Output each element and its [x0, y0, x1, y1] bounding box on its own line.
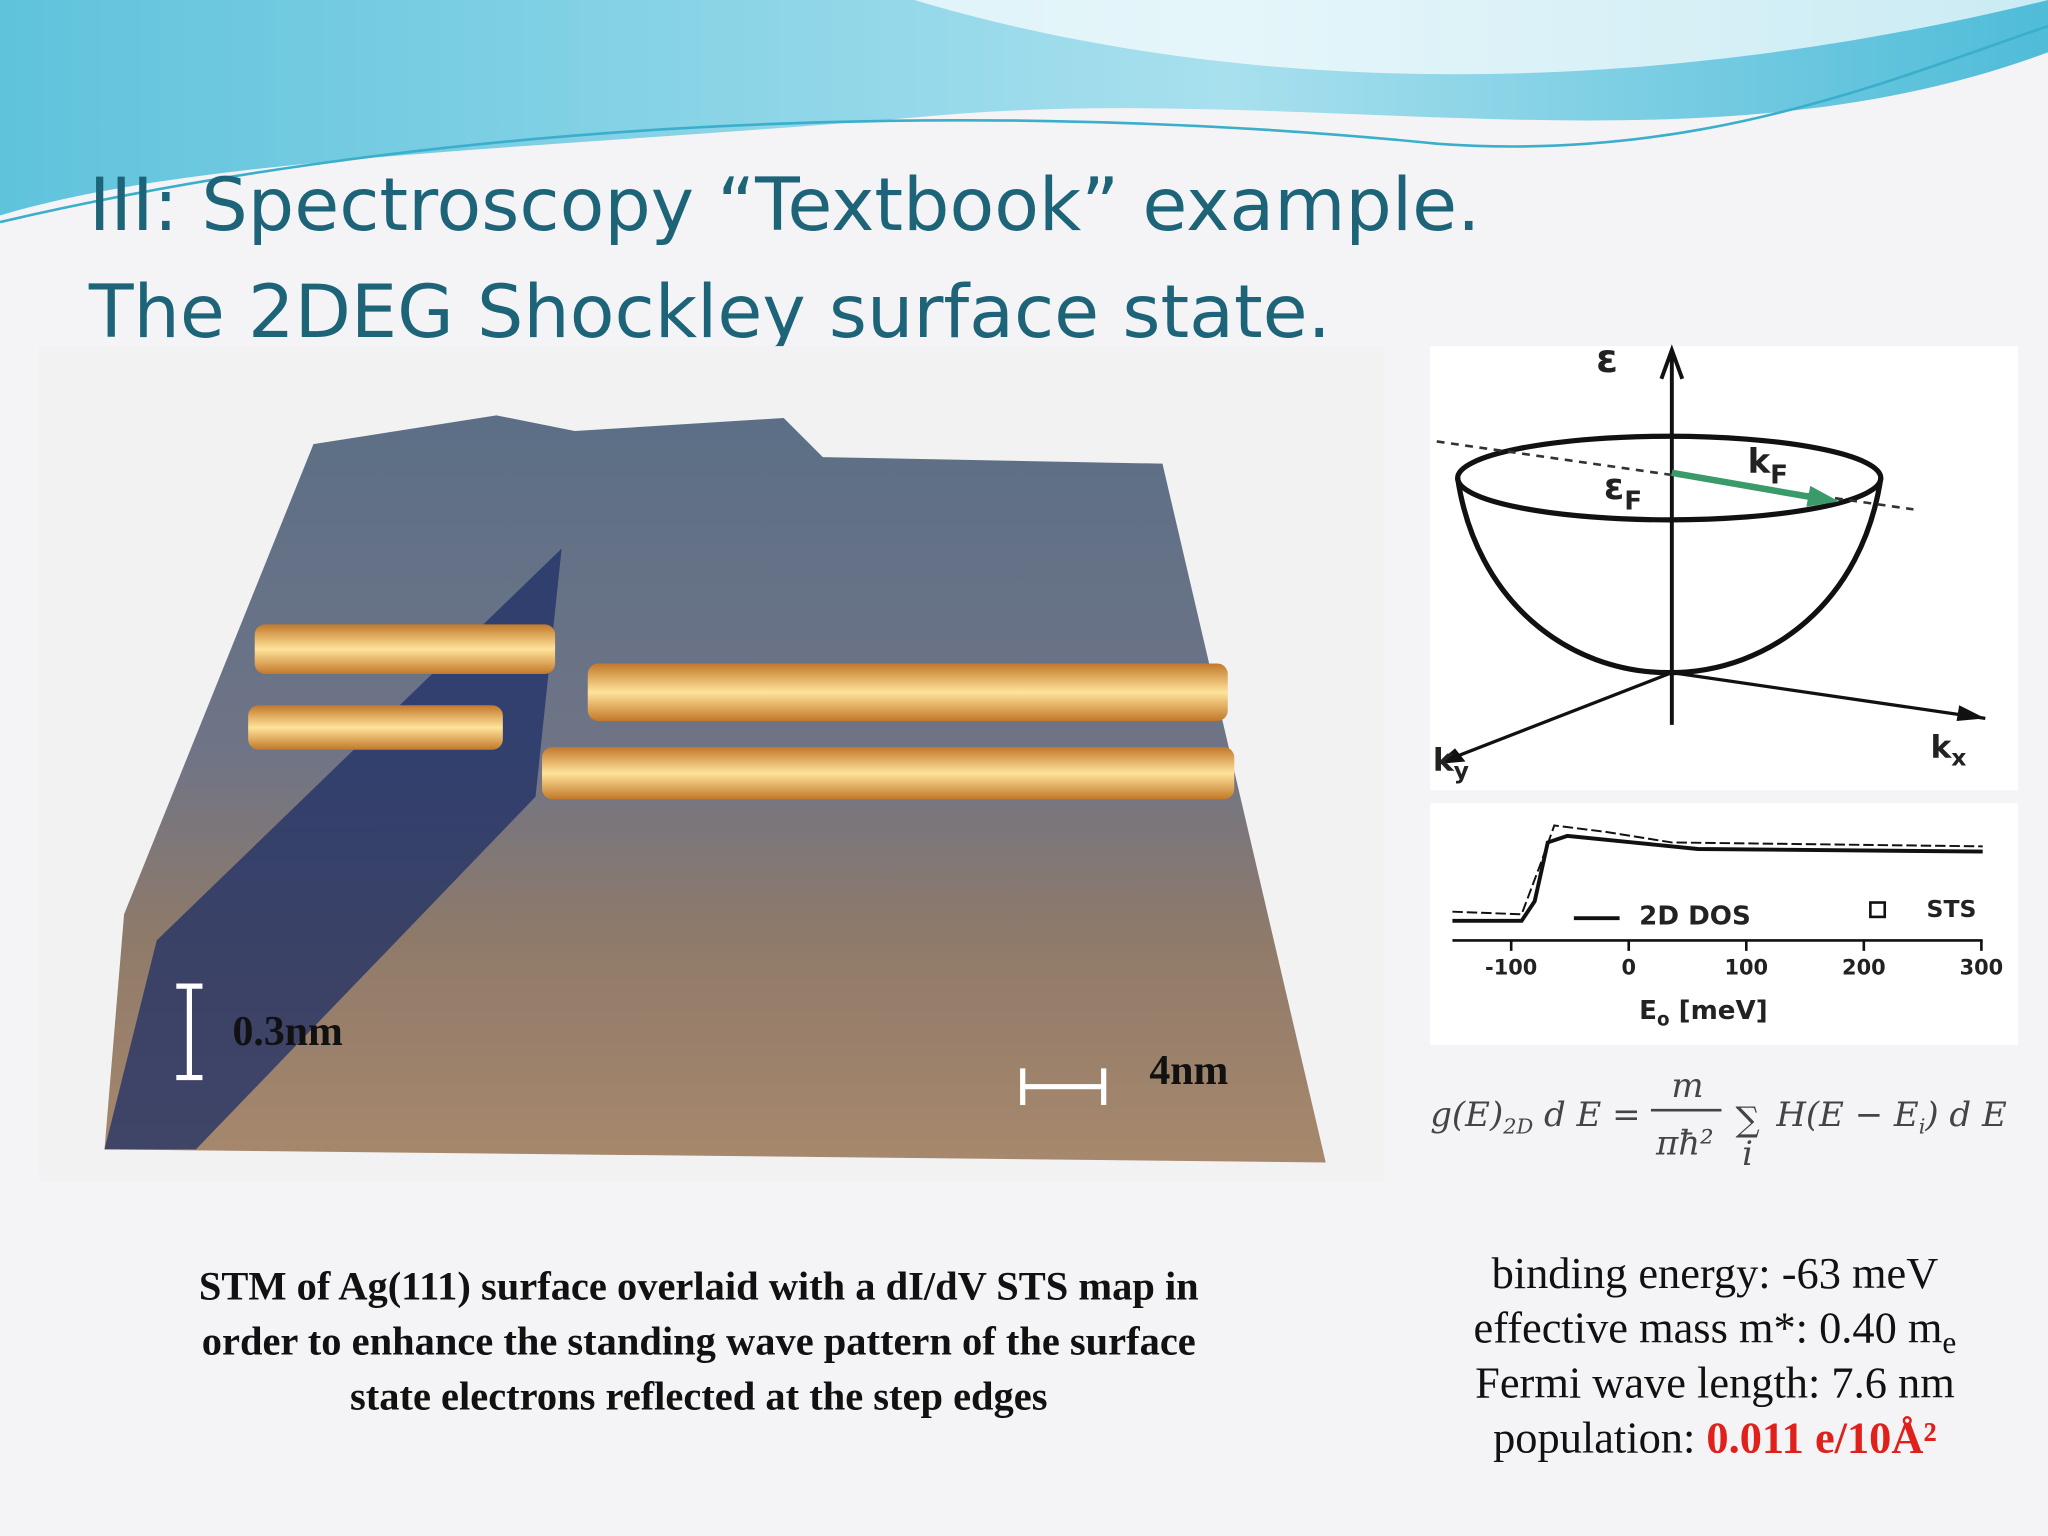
property: Fermi wave length: 7.6 nm — [1475, 1358, 1955, 1408]
symbol: ε — [1604, 465, 1624, 508]
wave-line — [0, 24, 2048, 224]
energy-label: ε — [1596, 337, 1618, 382]
tick-group — [1509, 940, 1983, 951]
x-tick-label: 100 — [1724, 955, 1768, 979]
formula-part: d E = — [1533, 1095, 1640, 1135]
property: effective mass m*: 0.40 me — [1474, 1303, 1957, 1360]
denominator: πħ² — [1655, 1124, 1714, 1164]
symbol: k — [1433, 743, 1455, 779]
x-tick-label: 300 — [1960, 955, 2004, 979]
caption-line: order to enhance the standing wave patte… — [202, 1318, 1196, 1363]
caption-line: STM of Ag(111) surface overlaid with a d… — [199, 1264, 1199, 1309]
highlight-value: 0.011 e/10Å² — [1706, 1412, 1936, 1462]
formula-part: g(E) — [1430, 1095, 1503, 1135]
property-label: population: — [1493, 1412, 1706, 1462]
subscript: 2D — [1502, 1115, 1533, 1139]
symbol: k — [1930, 730, 1952, 766]
subscript: o — [1657, 1009, 1670, 1030]
standing-wave — [254, 624, 556, 674]
height-scale-label: 0.3nm — [232, 1009, 342, 1055]
formula-lhs: g(E)2D d E = — [1430, 1095, 1640, 1139]
diagram-frame — [1430, 346, 2018, 791]
energy-axis — [1659, 344, 1685, 725]
title-line: III: Spectroscopy “Textbook” example. — [89, 163, 1481, 248]
subscript: F — [1624, 486, 1642, 516]
x-axis-label: Eo [meV] — [1639, 996, 1767, 1031]
x-tick-label: -100 — [1485, 955, 1537, 979]
numerator: m — [1671, 1066, 1703, 1106]
height-scale-bar — [176, 983, 203, 1081]
caption-line: state electrons reflected at the step ed… — [350, 1373, 1047, 1418]
step-edge — [104, 548, 562, 1150]
kx-label: kx — [1930, 730, 1966, 772]
standing-wave — [542, 747, 1235, 800]
legend-square — [1869, 901, 1887, 919]
formula-rhs: H(E − Ei) d E — [1775, 1095, 2007, 1139]
property-text: effective mass m*: 0.40 m — [1474, 1303, 1943, 1353]
wave-highlight — [914, 0, 2048, 75]
subscript: x — [1951, 743, 1966, 771]
fermi-wavevector-label: kF — [1748, 442, 1788, 490]
formula-part: H(E − E — [1775, 1095, 1919, 1135]
length-scale-label: 4nm — [1149, 1048, 1228, 1094]
formula-part: ) d E — [1924, 1095, 2007, 1135]
standing-wave — [248, 705, 503, 750]
subscript: i — [1919, 1115, 1926, 1139]
subscript: e — [1942, 1325, 1956, 1360]
subscript: y — [1454, 756, 1469, 784]
length-scale-bar — [1020, 1068, 1107, 1105]
kf-arrowhead — [1806, 485, 1840, 507]
x-tick-label: 0 — [1621, 955, 1636, 979]
ky-label: ky — [1433, 743, 1469, 785]
k-axes — [1436, 671, 1986, 766]
dos-curve — [1452, 833, 1983, 923]
symbol: k — [1748, 442, 1772, 482]
unit: [meV] — [1670, 996, 1768, 1026]
legend-label: STS — [1927, 895, 1977, 923]
x-tick-label: 200 — [1842, 955, 1886, 979]
symbol: E — [1639, 996, 1657, 1026]
standing-wave — [587, 663, 1228, 721]
paraboloid — [1455, 477, 1884, 676]
sts-points — [1452, 824, 1983, 916]
subscript: F — [1770, 460, 1788, 490]
sum-sign: ∑ — [1735, 1100, 1759, 1140]
property: population: 0.011 e/10Å² — [1493, 1412, 1937, 1462]
property: binding energy: -63 meV — [1492, 1248, 1939, 1298]
kf-arrow — [1671, 469, 1823, 503]
title-line: The 2DEG Shockley surface state. — [88, 270, 1331, 355]
fermi-energy-label: εF — [1604, 465, 1642, 516]
legend-label: 2D DOS — [1639, 902, 1751, 932]
sum-index: i — [1742, 1134, 1753, 1174]
